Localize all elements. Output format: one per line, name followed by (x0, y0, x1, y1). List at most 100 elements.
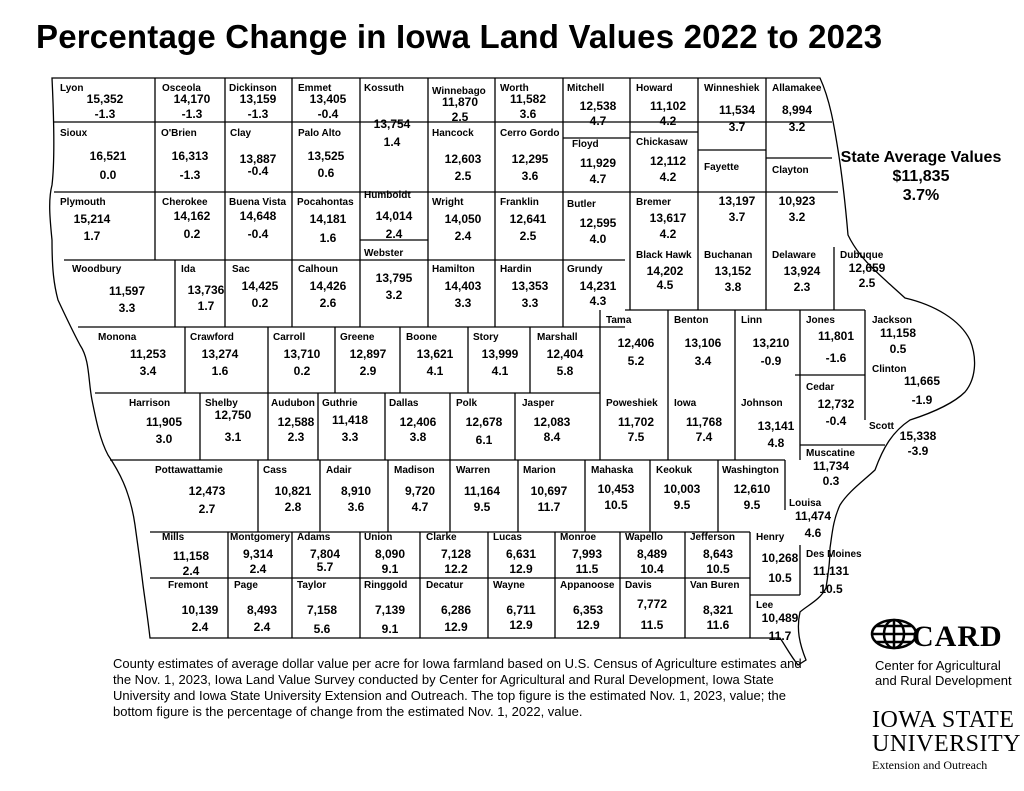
county-change: 12.9 (444, 620, 468, 634)
county-marion: Marion 10,697 11.7 (523, 465, 568, 514)
county-value: 12,404 (547, 347, 584, 361)
county-change: 3.0 (156, 432, 173, 446)
county-change: 4.1 (427, 364, 444, 378)
county-value: 10,489 (762, 611, 799, 625)
county-name: Calhoun (298, 264, 338, 275)
county-change: 11.5 (641, 618, 664, 632)
county-change: 11.7 (769, 629, 792, 643)
county-change: -0.4 (318, 107, 339, 121)
county-name: Van Buren (690, 580, 739, 591)
county-change: 3.6 (522, 169, 539, 183)
county-pocahontas: Pocahontas 14,181 1.6 (297, 197, 354, 245)
county-value: 12,406 (400, 415, 437, 429)
county-value: 11,929 (580, 156, 616, 170)
county-name: Allamakee (772, 83, 822, 94)
county-value: 13,274 (202, 347, 239, 361)
county-name: Pocahontas (297, 197, 354, 208)
county-change: 0.2 (184, 227, 201, 241)
map-title: Percentage Change in Iowa Land Values 20… (36, 18, 883, 55)
county-change: 3.3 (522, 296, 539, 310)
county-name: Jasper (522, 398, 554, 409)
isu-line-2: UNIVERSITY (872, 731, 1021, 757)
county-value: 8,090 (375, 547, 405, 561)
county-value: 14,162 (174, 209, 211, 223)
county-name: Appanoose (560, 580, 615, 591)
county-change: 2.5 (859, 276, 876, 290)
county-name: Franklin (500, 197, 539, 208)
county-value: 13,999 (482, 347, 519, 361)
county-change: 5.2 (628, 354, 645, 368)
county-calhoun: Calhoun 14,426 2.6 (298, 264, 347, 310)
county-value: 13,159 (240, 92, 277, 106)
county-value: 15,352 (87, 92, 124, 106)
county-sac: Sac 14,425 0.2 (232, 264, 279, 310)
county-value: 12,641 (510, 212, 547, 226)
county-name: Grundy (567, 264, 603, 275)
county-value: 13,710 (284, 347, 321, 361)
county-change: 2.7 (199, 502, 216, 516)
county-name: Cherokee (162, 197, 208, 208)
county-franklin: Franklin 12,641 2.5 (500, 197, 547, 243)
county-change: -0.4 (248, 227, 269, 241)
county-change: 0.2 (294, 364, 311, 378)
county-value: 12,112 (650, 154, 686, 168)
county-change: 1.6 (212, 364, 229, 378)
county-greene: Greene 12,897 2.9 (340, 332, 387, 378)
county-change: 2.8 (285, 500, 302, 514)
county-value: 11,768 (686, 415, 722, 429)
county-change: 4.6 (805, 526, 822, 540)
county-change: 9.5 (674, 498, 691, 512)
county-name: Clinton (872, 364, 906, 375)
county-name: Hardin (500, 264, 532, 275)
county-value: 11,102 (650, 99, 686, 113)
county-name: Keokuk (656, 465, 693, 476)
county-value: 13,795 (376, 271, 413, 285)
county-value: 14,426 (310, 279, 347, 293)
county-value: 6,286 (441, 603, 471, 617)
county-cass: Cass 10,821 2.8 (263, 465, 312, 514)
county-name: Floyd (572, 139, 599, 150)
county-palo-alto: Palo Alto 13,525 0.6 (298, 128, 345, 180)
county-value: 13,106 (685, 336, 722, 350)
county-change: 2.9 (360, 364, 377, 378)
county-change: 3.6 (520, 107, 537, 121)
county-name: Ida (181, 264, 196, 275)
county-change: 2.5 (455, 169, 472, 183)
county-value: 11,158 (880, 326, 916, 340)
county-name: Wright (432, 197, 464, 208)
county-boone: Boone 13,621 4.1 (406, 332, 454, 378)
county-ringgold: Ringgold 7,139 9.1 (364, 580, 407, 636)
county-adair: Adair 8,910 3.6 (326, 465, 371, 514)
county-change: 3.3 (342, 430, 359, 444)
county-name: Kossuth (364, 83, 404, 94)
county-name: Marshall (537, 332, 578, 343)
county-value: 8,910 (341, 484, 371, 498)
county-change: 6.1 (476, 433, 493, 447)
county-change: 2.5 (520, 229, 537, 243)
county-change: 4.3 (590, 294, 607, 308)
county-value: 14,231 (580, 279, 617, 293)
county-change: 2.4 (455, 229, 472, 243)
card-line-1: Center for Agricultural (875, 658, 1001, 673)
county-name: Union (364, 532, 392, 543)
county-change: 1.6 (320, 231, 337, 245)
county-change: 0.5 (890, 342, 907, 356)
county-value: 13,617 (650, 211, 687, 225)
county-change: 3.7 (729, 210, 746, 224)
county-keokuk: Keokuk 10,003 9.5 (656, 465, 701, 512)
county-change: 2.3 (288, 430, 305, 444)
county-name: Taylor (297, 580, 326, 591)
county-value: 10,268 (762, 551, 799, 565)
county-change: 3.4 (695, 354, 712, 368)
county-name: Monona (98, 332, 137, 343)
county-change: 2.6 (320, 296, 337, 310)
